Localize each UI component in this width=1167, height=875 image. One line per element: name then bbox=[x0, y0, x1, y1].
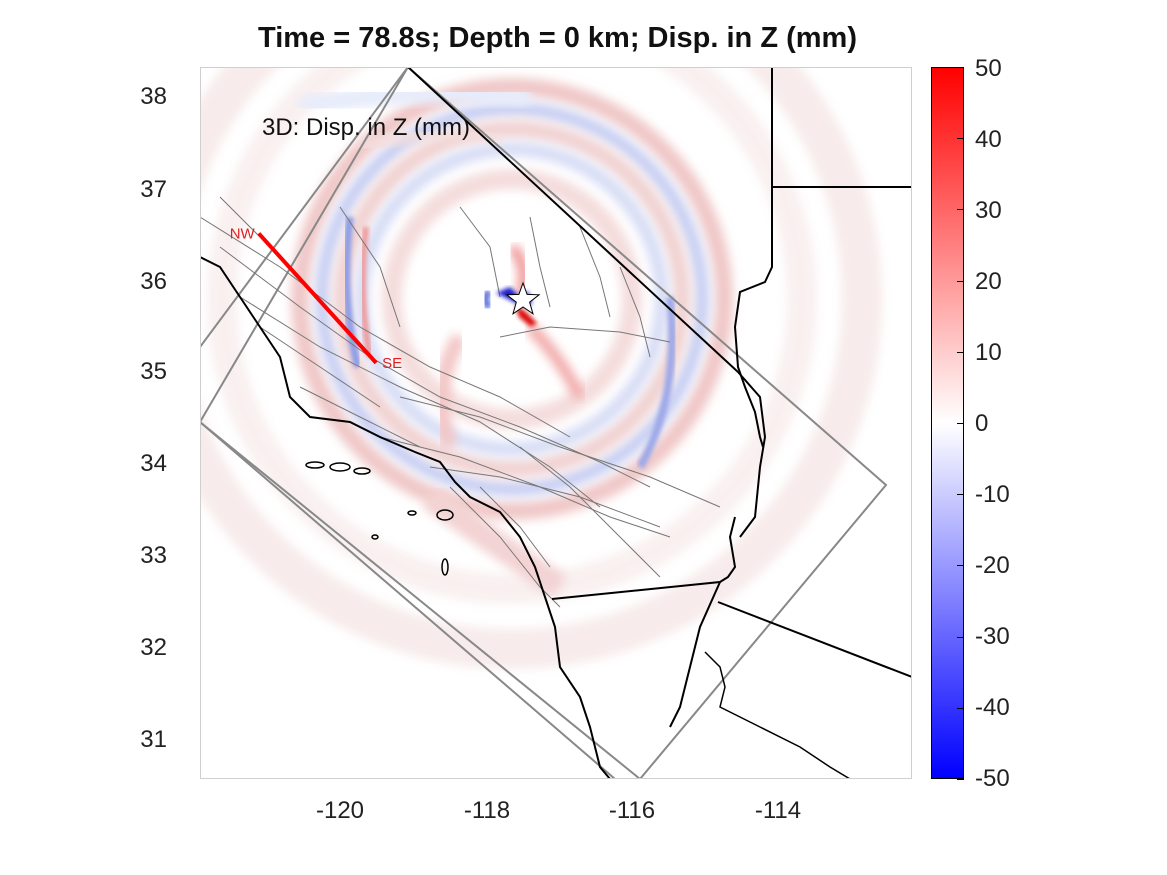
colorbar-tick-label: -40 bbox=[975, 694, 1010, 721]
colorbar-tick-label: -30 bbox=[975, 623, 1010, 650]
y-tick-label: 33 bbox=[140, 542, 167, 569]
colorbar-tick bbox=[957, 636, 964, 638]
colorbar-tick-label: 40 bbox=[975, 126, 1002, 153]
wavefield bbox=[200, 67, 882, 669]
y-tick-label: 34 bbox=[140, 450, 167, 477]
colorbar-tick bbox=[957, 351, 964, 353]
colorbar-tick bbox=[957, 565, 964, 567]
plot-annotation: 3D: Disp. in Z (mm) bbox=[262, 114, 470, 141]
x-tick-label: -114 bbox=[754, 797, 802, 824]
state-boundaries bbox=[407, 67, 912, 728]
profile-end-label: SE bbox=[382, 355, 402, 372]
colorbar-tick bbox=[957, 779, 964, 780]
colorbar-tick-label: 30 bbox=[975, 197, 1002, 224]
colorbar-tick-label: -10 bbox=[975, 481, 1010, 508]
y-tick-label: 38 bbox=[140, 83, 167, 110]
baja-coast bbox=[704, 651, 851, 779]
y-tick-label: 32 bbox=[140, 634, 167, 661]
colorbar-tick bbox=[957, 138, 964, 140]
y-tick-label: 36 bbox=[140, 268, 167, 295]
colorbar-tick bbox=[957, 423, 964, 424]
x-tick-label: -116 bbox=[608, 797, 656, 824]
profile-start-label: NW bbox=[230, 225, 256, 242]
colorbar-tick-label: -50 bbox=[975, 765, 1010, 792]
colorbar-tick bbox=[957, 494, 964, 496]
star-icon bbox=[505, 281, 541, 315]
profile-line bbox=[257, 232, 378, 365]
colorbar-tick-label: 10 bbox=[975, 339, 1002, 366]
epicenter bbox=[496, 281, 541, 327]
x-tick-label: -118 bbox=[463, 797, 511, 824]
plot-frame bbox=[200, 67, 912, 779]
y-tick-label: 37 bbox=[140, 176, 167, 203]
domain-boxes bbox=[200, 67, 888, 779]
y-tick-label: 35 bbox=[140, 358, 167, 385]
colorbar-tick bbox=[957, 280, 964, 282]
colorbar-tick-label: 50 bbox=[975, 55, 1002, 82]
y-tick-label: 31 bbox=[140, 726, 167, 753]
map-background bbox=[200, 67, 912, 779]
channel-islands bbox=[305, 461, 454, 576]
coastline bbox=[200, 256, 611, 779]
plot-title: Time = 78.8s; Depth = 0 km; Disp. in Z (… bbox=[258, 22, 857, 54]
colorbar-tick-label: -20 bbox=[975, 552, 1010, 579]
x-tick-label: -120 bbox=[315, 797, 365, 824]
colorbar-tick bbox=[957, 209, 964, 211]
colorbar-tick bbox=[957, 67, 964, 68]
colorbar-tick-label: 0 bbox=[975, 410, 989, 437]
colorbar-tick bbox=[957, 707, 964, 709]
map-plot-area: NW SE 3D: Disp. in Z (mm) bbox=[200, 67, 912, 779]
colorbar-tick-label: 20 bbox=[975, 268, 1002, 295]
